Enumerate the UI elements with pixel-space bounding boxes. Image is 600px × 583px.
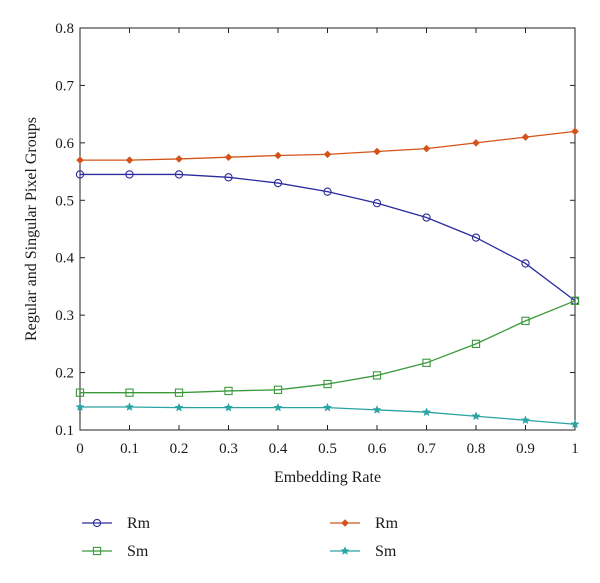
data-point xyxy=(273,402,283,412)
data-point xyxy=(75,388,85,397)
y-axis: 0.1 0.2 0.3 0.4 0.5 0.6 0.7 0.8 xyxy=(55,21,575,439)
legend-label: Sm xyxy=(375,543,397,560)
legend-item: Rm xyxy=(330,515,399,532)
data-point xyxy=(422,358,431,367)
data-point xyxy=(273,178,283,188)
x-tick-label: 0 xyxy=(76,441,84,457)
x-tick-label: 0.9 xyxy=(516,441,535,457)
legend-label: Rm xyxy=(127,515,151,532)
data-point xyxy=(174,402,184,412)
y-tick-label: 0.5 xyxy=(55,193,74,209)
legend-marker xyxy=(92,518,102,528)
series-line xyxy=(80,300,576,394)
data-point xyxy=(174,170,184,179)
x-tick-label: 0.8 xyxy=(467,441,486,457)
data-point xyxy=(521,259,530,268)
data-point xyxy=(372,371,382,380)
data-point xyxy=(76,156,84,164)
series-1-circle xyxy=(75,170,580,305)
data-point xyxy=(521,316,530,326)
legend-marker xyxy=(341,519,349,527)
x-tick-label: 0.7 xyxy=(417,441,436,457)
data-point xyxy=(323,379,332,389)
data-point xyxy=(570,296,580,305)
x-axis-title: Embedding Rate xyxy=(274,469,381,486)
data-point xyxy=(224,173,233,182)
series-2-square xyxy=(75,296,580,397)
data-point xyxy=(273,385,283,394)
y-axis-title: Regular and Singular Pixel Groups xyxy=(23,117,40,341)
data-point xyxy=(471,339,481,349)
y-tick-label: 0.7 xyxy=(55,78,74,94)
data-point xyxy=(323,150,332,159)
data-point xyxy=(520,415,531,425)
y-tick-label: 0.3 xyxy=(55,308,74,324)
x-tick-label: 0.3 xyxy=(219,441,238,457)
data-point xyxy=(174,388,184,397)
data-point xyxy=(75,402,85,411)
y-tick-label: 0.8 xyxy=(55,21,74,37)
data-point xyxy=(224,386,233,396)
data-point xyxy=(175,155,183,163)
data-point xyxy=(372,405,382,414)
legend: Rm Sm Rm Sm xyxy=(82,515,399,560)
series-group xyxy=(75,127,580,429)
legend-label: Sm xyxy=(127,543,149,560)
data-point xyxy=(224,153,233,161)
data-point xyxy=(125,170,134,179)
data-point xyxy=(274,151,282,160)
x-tick-label: 0.6 xyxy=(368,441,387,457)
data-point xyxy=(422,144,431,153)
data-point xyxy=(323,187,332,196)
data-point xyxy=(322,402,333,412)
y-tick-label: 0.4 xyxy=(55,251,74,267)
data-point xyxy=(421,407,432,417)
data-point xyxy=(125,156,134,164)
legend-marker xyxy=(92,546,102,556)
x-axis: 0 0.1 0.2 0.3 0.4 0.5 0.6 0.7 0.8 0.9 1 xyxy=(76,28,579,457)
data-point xyxy=(124,402,135,411)
legend-label: Rm xyxy=(375,515,399,532)
x-tick-label: 0.4 xyxy=(269,441,288,457)
data-point xyxy=(422,213,431,222)
legend-item: Rm xyxy=(82,515,151,532)
series-line xyxy=(80,173,576,302)
legend-item: Sm xyxy=(82,543,149,560)
plot-frame xyxy=(79,27,576,431)
x-tick-label: 0.5 xyxy=(318,441,337,457)
data-point xyxy=(521,133,530,141)
x-tick-label: 0.2 xyxy=(170,441,189,457)
data-point xyxy=(471,233,481,242)
y-tick-label: 0.1 xyxy=(55,423,74,439)
legend-item: Sm xyxy=(330,543,397,560)
plot-area-border xyxy=(79,27,576,431)
data-point xyxy=(571,127,579,136)
data-point xyxy=(372,199,382,208)
x-tick-label: 1 xyxy=(571,441,579,457)
legend-marker xyxy=(340,546,350,555)
data-point xyxy=(75,170,85,179)
series-3-diamond xyxy=(76,127,579,164)
data-point xyxy=(570,419,580,429)
series-4-star xyxy=(75,402,580,429)
y-tick-label: 0.2 xyxy=(55,366,74,382)
data-point xyxy=(223,402,234,412)
data-point xyxy=(472,139,480,147)
data-point xyxy=(125,388,134,397)
y-tick-label: 0.6 xyxy=(55,136,74,152)
data-point xyxy=(373,147,381,156)
data-point xyxy=(471,411,481,421)
x-tick-label: 0.1 xyxy=(120,441,139,457)
